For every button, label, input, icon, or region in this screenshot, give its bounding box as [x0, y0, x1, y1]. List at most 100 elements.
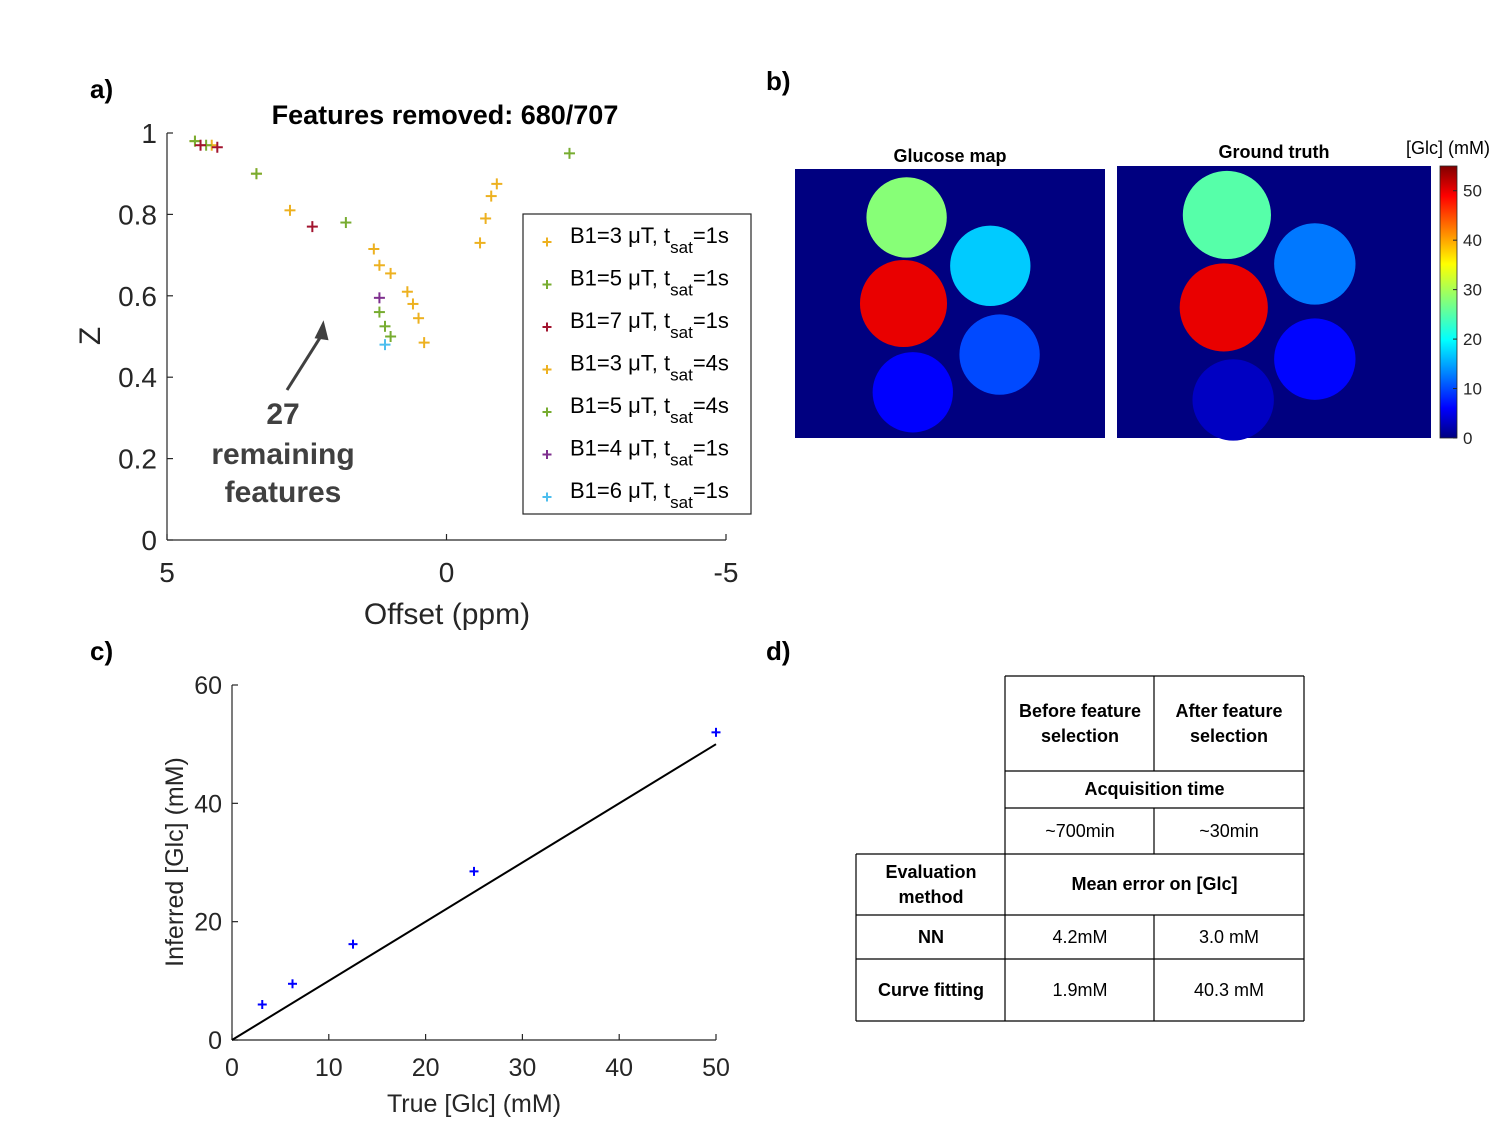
a-legend-box: [522, 213, 752, 515]
a-data-point: [189, 135, 201, 147]
b-phantom-vial: [872, 352, 953, 433]
b-colorbar: [1439, 165, 1458, 439]
b-phantom-vial: [859, 259, 948, 348]
row-label-nn: NN: [918, 926, 944, 947]
header-evaluation-method: Evaluation method: [885, 861, 977, 907]
c-y-axis-label: Inferred [Glc] (mM): [161, 757, 189, 967]
a-data-point: [385, 331, 397, 342]
b-colorbar-tick-label: 0: [1463, 429, 1472, 448]
b-map-background: [1117, 166, 1431, 438]
a-title: Features removed: 680/707: [272, 100, 619, 130]
b-phantom-vial: [1182, 170, 1271, 260]
c-y-tick-label: 20: [194, 909, 222, 937]
b-phantom-vial: [1274, 318, 1356, 400]
c-x-tick-label: 10: [315, 1054, 343, 1082]
chart-c-inferred-vs-true: 0 10 20 30 40 50 0 20 40 60 True [Glc] (mM) Inferre…: [161, 672, 730, 1118]
c-data-point: [469, 866, 479, 876]
a-legend-entry: B1=7 μT, tsat=1s: [570, 308, 729, 342]
a-y-tick-label: 0.8: [118, 199, 157, 230]
header-acquisition-time: Acquisition time: [1084, 779, 1225, 800]
a-data-point: [379, 320, 391, 332]
b-colorbar-tick-label: 50: [1463, 182, 1482, 201]
a-x-axis-label: Offset (ppm): [364, 598, 530, 631]
a-data-point: [284, 204, 296, 216]
c-x-axis-label: True [Glc] (mM): [387, 1090, 561, 1118]
a-data-point: [407, 298, 419, 310]
b-phantom-vial: [1179, 263, 1268, 352]
a-y-tick-label: 1: [141, 118, 157, 149]
row-label-curve-fitting: Curve fitting: [878, 979, 984, 1000]
a-y-tick-label: 0.4: [118, 362, 157, 393]
a-legend-entry: B1=3 μT, tsat=4s: [570, 351, 729, 385]
header-mean-error: Mean error on [Glc]: [1071, 874, 1238, 895]
a-x-tick-label: 5: [159, 557, 175, 588]
panel-a-label: a): [90, 74, 114, 104]
a-annotation-text: remaining: [211, 438, 354, 471]
b-colorbar-tick-label: 10: [1463, 380, 1482, 399]
a-legend-marker: [542, 322, 552, 332]
a-legend-entry: B1=4 μT, tsat=1s: [570, 436, 729, 470]
c-x-tick-label: 20: [412, 1054, 440, 1082]
b-phantom-vial: [1274, 223, 1356, 305]
a-data-point: [474, 237, 486, 249]
b-map-title: Ground truth: [1219, 142, 1330, 162]
c-x-tick-label: 50: [702, 1054, 730, 1082]
a-x-tick-label: -5: [714, 557, 739, 588]
b-colorbar-tick-label: 30: [1463, 281, 1482, 300]
a-data-point: [340, 217, 352, 229]
c-identity-line: [231, 743, 717, 1041]
b-colorbar-tick-label: 40: [1463, 231, 1482, 250]
c-y-tick-label: 60: [194, 672, 222, 700]
a-legend-entry: B1=3 μT, tsat=1s: [570, 223, 729, 257]
a-legend: B1=3 μT, tsat=1s B1=5 μT, tsat=1s B1=7 μT,…: [522, 213, 752, 515]
a-data-point: [306, 221, 318, 233]
c-y-tick-label: 40: [194, 790, 222, 818]
panel-b-label: b): [766, 66, 791, 96]
header-before-feature-selection: Before feature selection: [1018, 700, 1142, 746]
a-data-point: [485, 190, 497, 202]
a-data-point: [373, 259, 385, 271]
a-data-point: [195, 139, 207, 151]
a-legend-entry: B1=5 μT, tsat=1s: [570, 266, 729, 300]
b-phantom-vial: [1192, 359, 1274, 441]
b-phantom-vial: [959, 314, 1040, 395]
c-x-tick-label: 40: [605, 1054, 633, 1082]
c-x-tick-label: 30: [508, 1054, 536, 1082]
b-phantom-vial: [866, 177, 947, 258]
a-data-point: [480, 212, 492, 224]
c-data-point: [288, 979, 297, 989]
a-legend-marker: [542, 237, 552, 247]
a-y-axis-label: Z: [74, 327, 107, 345]
a-y-tick-label: 0: [141, 525, 157, 556]
a-y-tick-label: 0.2: [118, 444, 157, 475]
a-legend-marker: [542, 450, 552, 459]
a-legend-marker: [542, 365, 552, 374]
c-data-point: [257, 1000, 267, 1009]
a-legend-entry: B1=6 μT, tsat=1s: [570, 478, 729, 512]
nn-after-value: 3.0 mM: [1198, 926, 1259, 947]
c-x-tick-label: 0: [225, 1054, 239, 1082]
b-phantom-vial: [950, 225, 1031, 307]
c-y-tick-label: 0: [208, 1027, 222, 1055]
a-data-point: [373, 292, 385, 304]
panel-c-label: c): [90, 636, 114, 666]
a-data-point: [368, 243, 380, 255]
b-colorbar-tick-label: 20: [1463, 330, 1482, 349]
a-data-point: [250, 168, 262, 180]
header-after-feature-selection: After feature selection: [1175, 700, 1283, 746]
c-data-point: [711, 727, 721, 737]
a-annotation-arrowhead: [314, 320, 329, 341]
a-legend-marker: [542, 407, 552, 417]
a-data-point: [379, 339, 391, 351]
a-annotation-arrow: [285, 331, 325, 391]
a-data-point: [491, 178, 503, 190]
acquisition-after-value: ~30min: [1199, 820, 1259, 841]
nn-before-value: 4.2mM: [1052, 926, 1108, 947]
a-data-point: [413, 312, 425, 324]
a-annotation-text: 27: [266, 398, 299, 431]
a-y-tick-label: 0.6: [118, 281, 157, 312]
curve-fitting-before-value: 1.9mM: [1052, 979, 1108, 1000]
a-x-tick-label: 0: [439, 557, 455, 588]
b-map-title: Glucose map: [893, 146, 1006, 166]
a-annotation-text: features: [225, 476, 342, 509]
